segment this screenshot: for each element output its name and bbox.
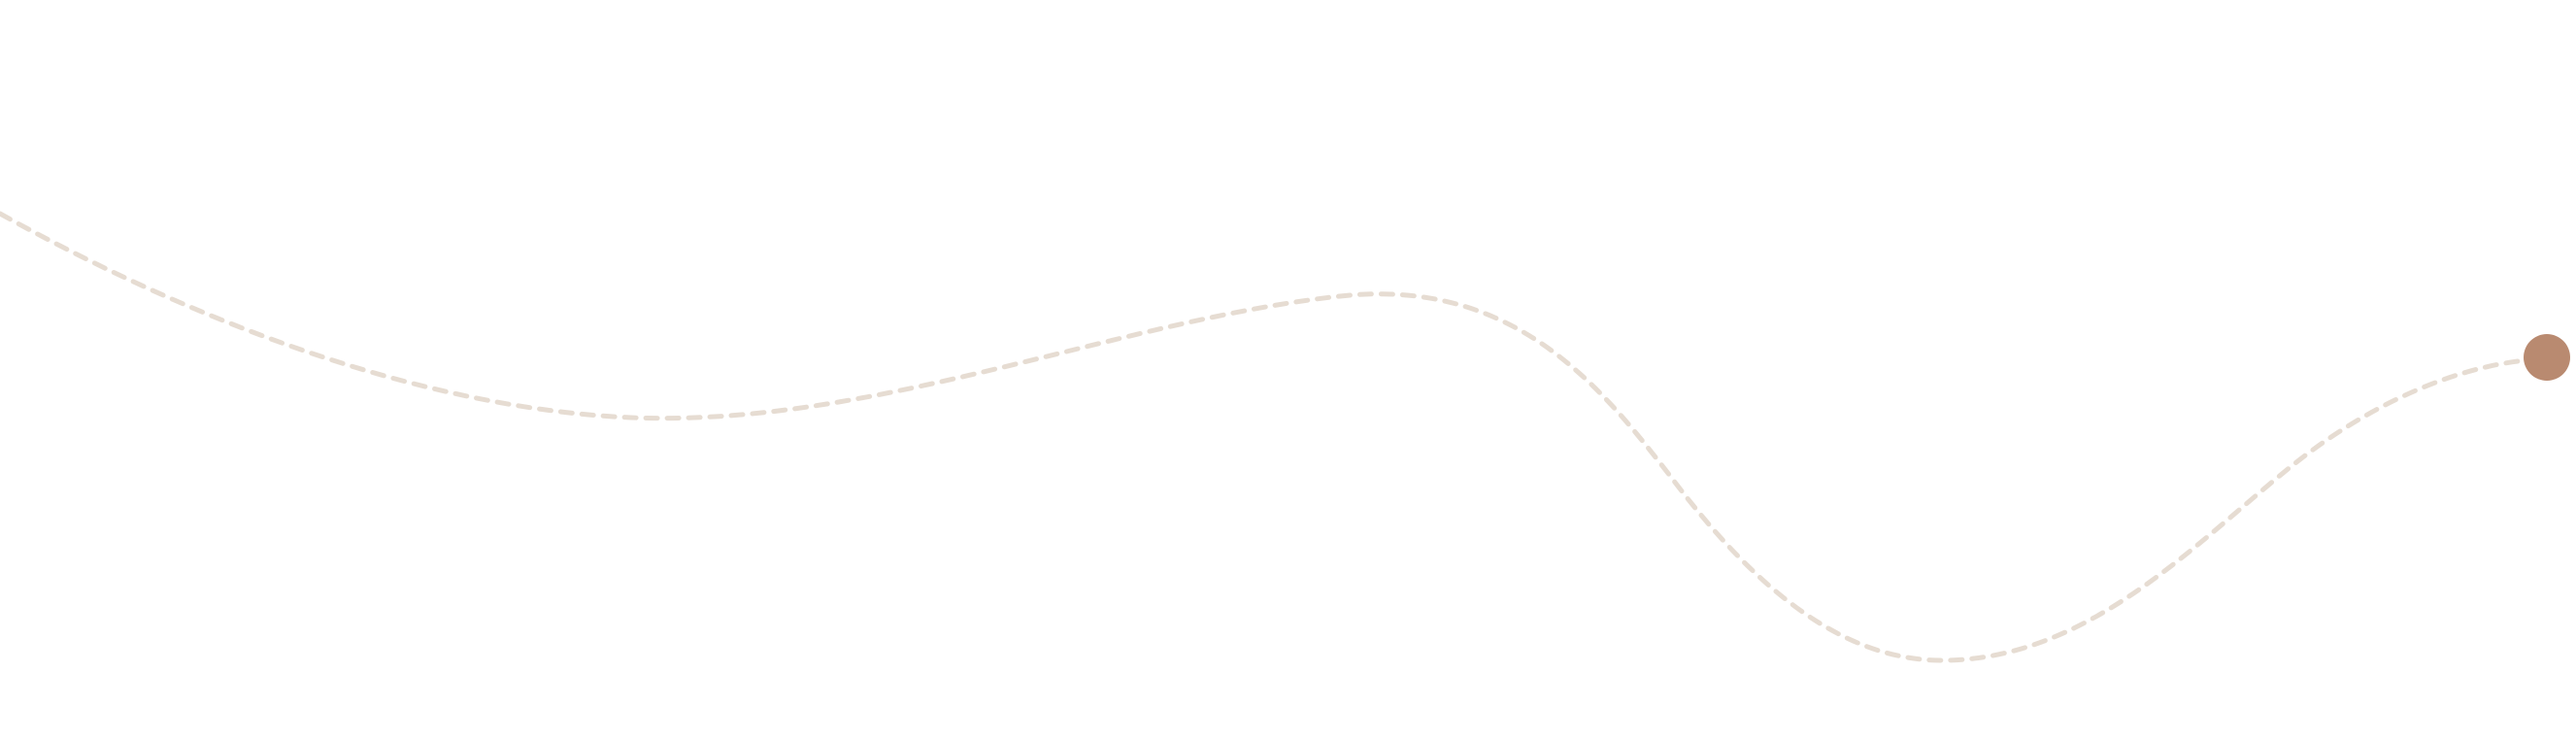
dashed-wave-path (0, 211, 2550, 663)
progress-dot-marker (2524, 334, 2570, 381)
